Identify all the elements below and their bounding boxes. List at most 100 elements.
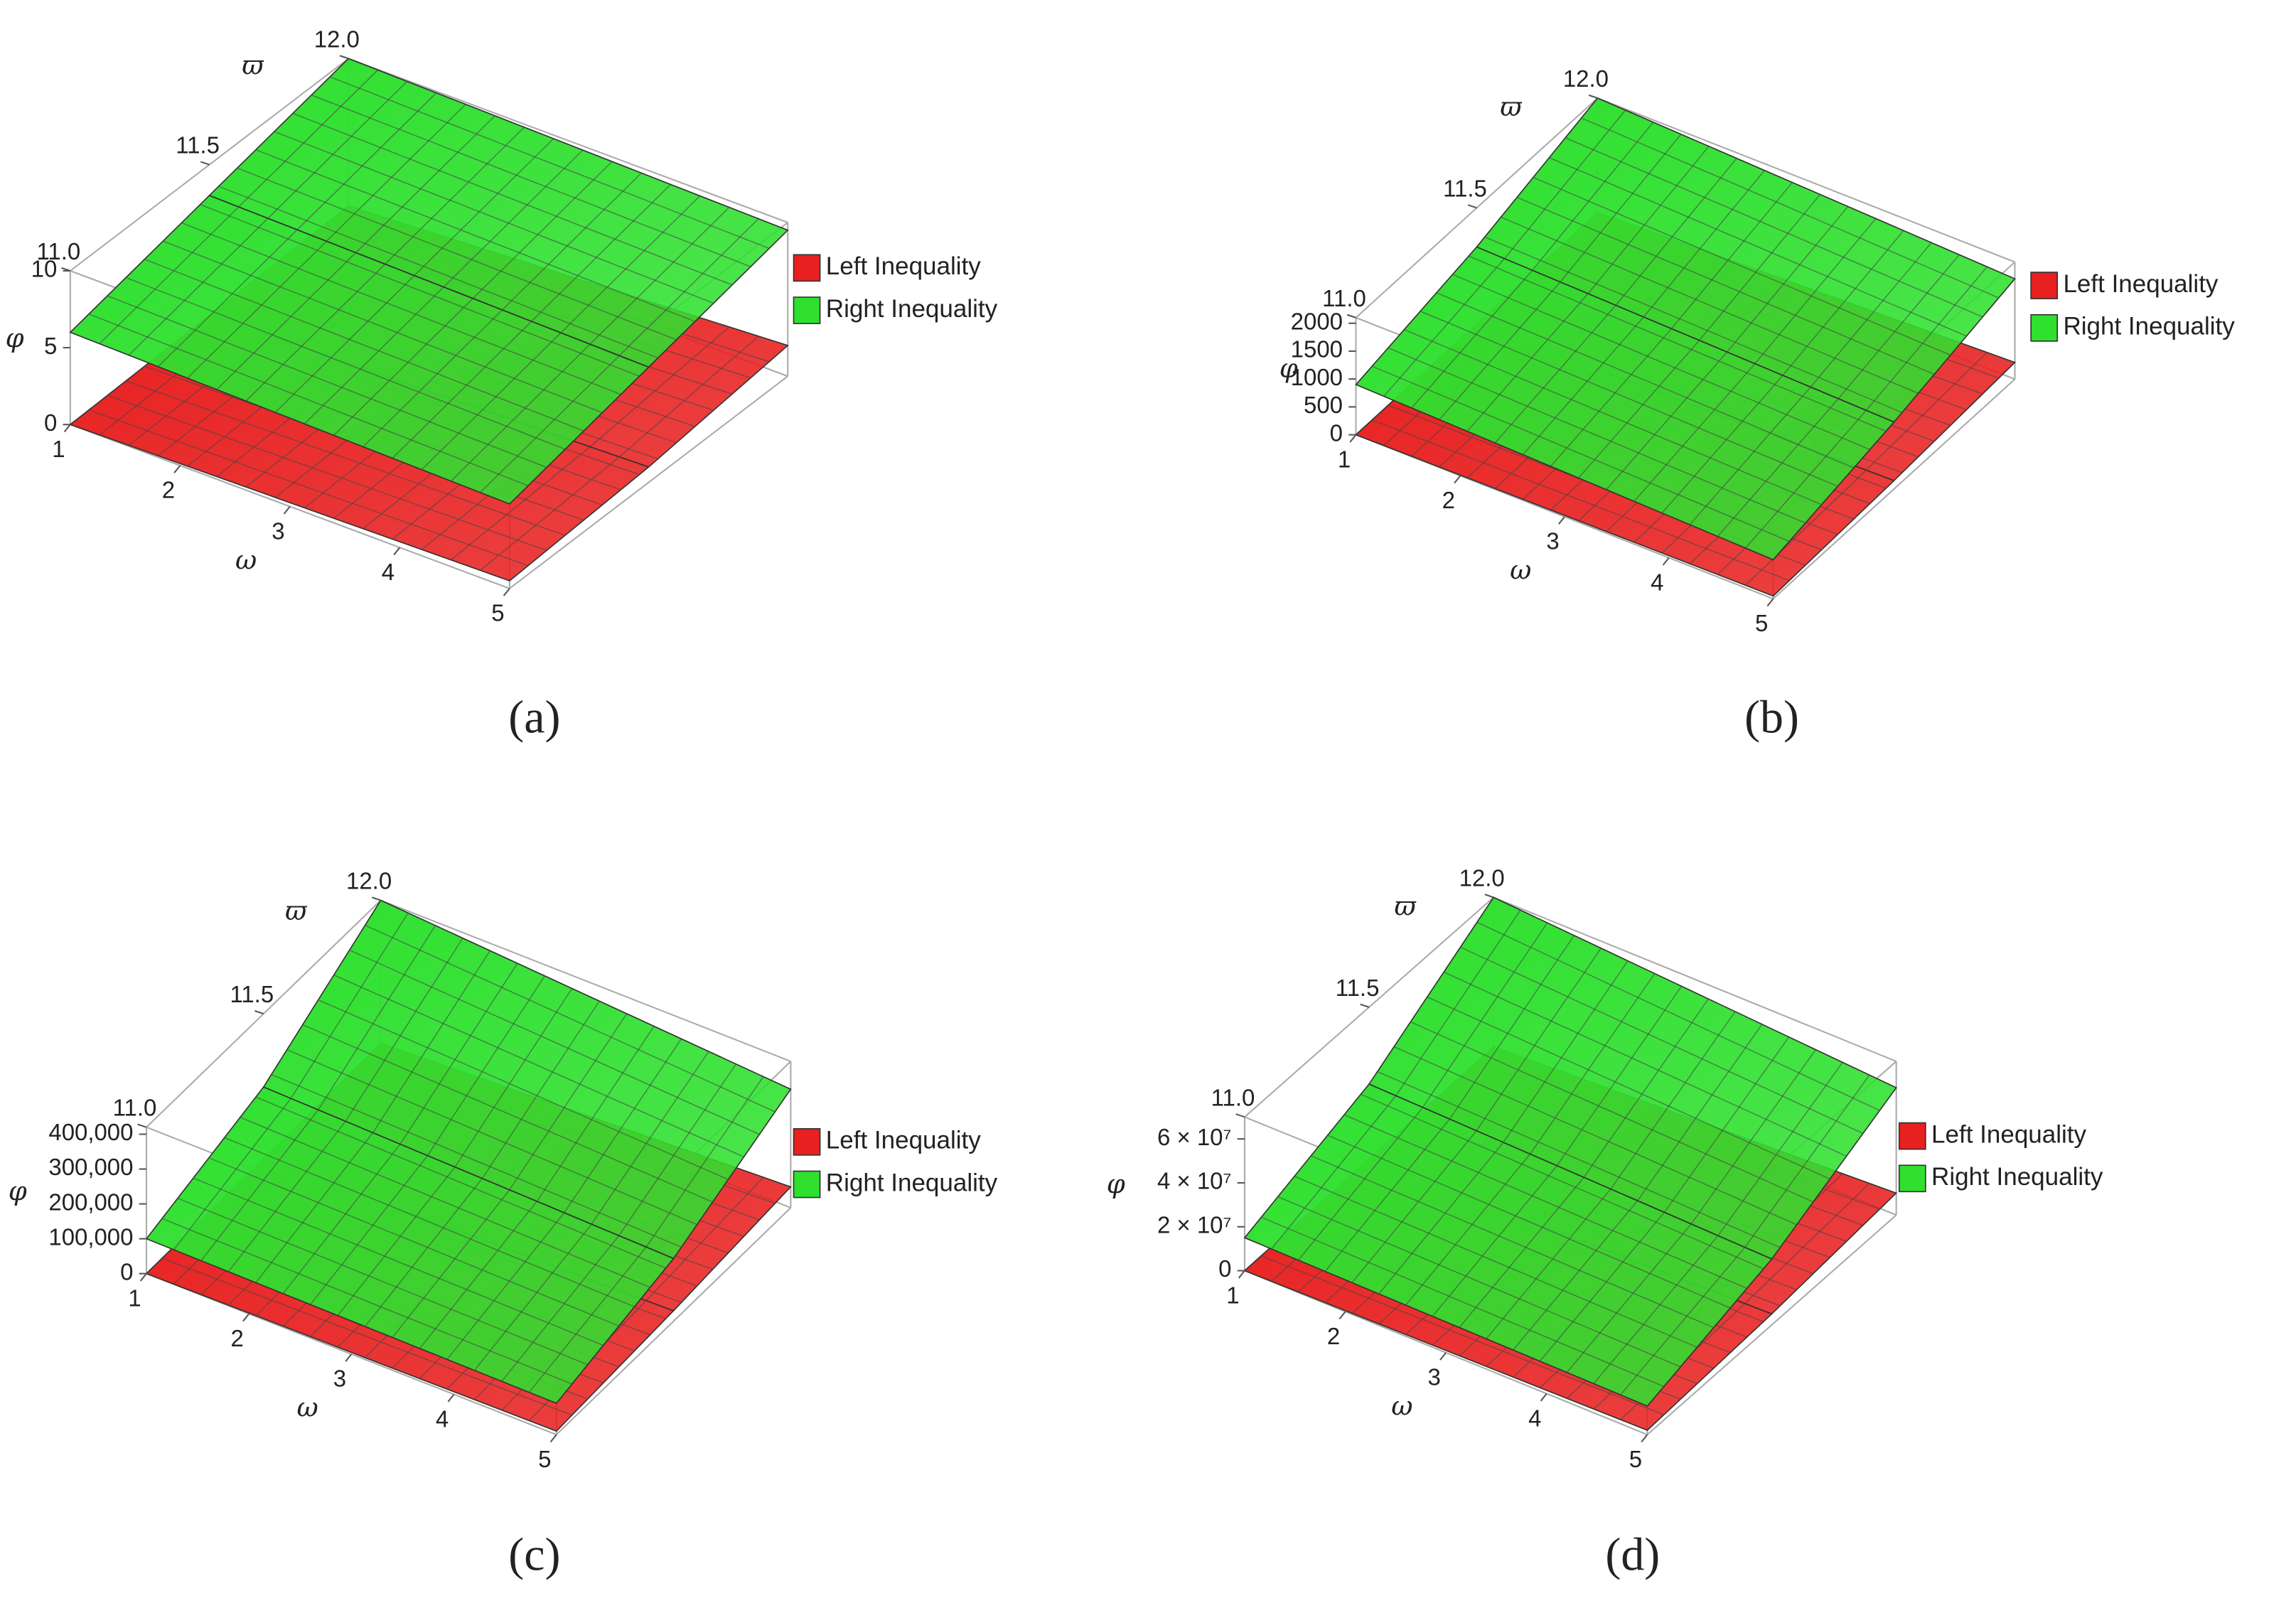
x-tick	[1439, 1352, 1447, 1361]
z-tick-label: 0	[44, 409, 57, 436]
mesh-line	[1533, 176, 1951, 356]
x-tick-label: 2	[231, 1325, 244, 1351]
y-tick-label: 11.0	[1322, 285, 1366, 311]
mesh-line	[349, 949, 760, 1135]
mesh-line	[240, 1117, 650, 1288]
mesh-line	[446, 1038, 682, 1360]
mesh-line	[1371, 365, 1790, 542]
mesh-line	[1512, 1024, 1763, 1351]
mesh-line	[1411, 122, 1654, 409]
mesh-line	[501, 1063, 737, 1382]
z-tick-label: 1000	[1291, 364, 1343, 390]
mesh-line	[245, 127, 525, 402]
mesh-line	[392, 1013, 628, 1338]
mesh-line	[1432, 985, 1683, 1317]
legend-label: Right Inequality	[1931, 1163, 2103, 1191]
mesh-line	[125, 277, 566, 450]
mesh-line	[255, 149, 696, 322]
legend-label: Left Inequality	[1931, 1120, 2086, 1148]
mesh-line	[1661, 230, 1904, 514]
z-tick-label: 0	[1330, 419, 1343, 446]
box-edge	[556, 1207, 792, 1435]
panel-label: (a)	[508, 691, 560, 743]
legend-swatch	[793, 254, 821, 282]
mesh-line	[107, 395, 547, 551]
mesh-line	[255, 1096, 666, 1269]
mesh-line	[200, 204, 640, 377]
box-edge	[509, 375, 788, 589]
y-tick	[339, 55, 349, 60]
y-tick	[1235, 1113, 1245, 1118]
x-tick	[1339, 1311, 1346, 1320]
legend-swatch	[793, 296, 821, 324]
mesh-line	[88, 313, 529, 486]
mesh-line	[1744, 352, 1987, 586]
mesh-line	[1566, 1049, 1816, 1373]
mesh-line	[1744, 266, 1987, 549]
legend-swatch	[1898, 1164, 1926, 1193]
mesh-line	[1324, 935, 1575, 1272]
z-axis-label: φ	[1107, 1169, 1125, 1199]
mesh-line	[292, 112, 733, 286]
mesh-line	[528, 1076, 764, 1393]
x-tick-label: 1	[1338, 446, 1351, 472]
y-tick	[137, 1123, 147, 1128]
mesh-line	[1351, 948, 1602, 1283]
y-tick-label: 12.0	[346, 868, 392, 894]
y-tick	[1484, 894, 1494, 899]
x-axis-label: ω	[1391, 1391, 1412, 1422]
box-edge	[1646, 1214, 1897, 1435]
y-axis-label: ϖ	[1394, 891, 1417, 921]
mesh-line	[107, 295, 547, 468]
mesh-line	[1565, 137, 1983, 318]
z-tick-label: 4 × 10⁷	[1157, 1168, 1231, 1194]
x-tick	[242, 1313, 250, 1322]
mesh-line	[310, 975, 545, 1305]
mesh-line	[1439, 134, 1682, 420]
mesh-line	[286, 1049, 697, 1226]
mesh-line	[1593, 1062, 1843, 1384]
mesh-line	[1260, 1255, 1664, 1415]
x-tick	[503, 588, 510, 596]
z-tick-label: 0	[1218, 1255, 1231, 1282]
mesh-line	[125, 380, 566, 536]
mesh-line	[364, 1000, 600, 1327]
mesh-line	[274, 131, 714, 304]
x-tick-label: 2	[1327, 1323, 1340, 1349]
mesh-line	[450, 207, 730, 482]
x-tick-label: 3	[333, 1366, 346, 1392]
legend-swatch	[2030, 272, 2059, 299]
y-tick	[254, 1010, 264, 1015]
legend-swatch	[2030, 313, 2059, 342]
x-tick	[283, 505, 291, 515]
mesh-line	[337, 988, 573, 1316]
y-tick	[200, 161, 210, 166]
z-tick-label: 200,000	[48, 1189, 133, 1215]
mesh-line	[255, 950, 491, 1283]
x-tick-label: 2	[1442, 487, 1455, 513]
panel: 1 2 3 4 5 11.0 11.5 12.0 0 2 × 10⁷ 4 × 10⁷ 6 × 10⁷ ω…	[1107, 864, 2103, 1580]
mesh-line	[1420, 311, 1838, 487]
z-tick-label: 0	[120, 1258, 133, 1285]
x-axis-label: ω	[296, 1393, 318, 1423]
x-axis-label: ω	[1510, 555, 1531, 586]
z-tick-label: 5	[44, 333, 57, 359]
mesh-line	[1689, 242, 1932, 525]
mesh-line	[1620, 1074, 1870, 1395]
mesh-line	[1271, 909, 1521, 1250]
x-tick-label: 5	[491, 600, 504, 626]
panel-label: (d)	[1605, 1528, 1660, 1580]
x-tick-label: 1	[52, 436, 65, 462]
panel: 1 2 3 4 5 11.0 11.5 12.0 0 5 10 ω ϖ φ Left Inequality R…	[6, 26, 998, 743]
mesh-line	[333, 161, 613, 436]
mesh-line	[1343, 1114, 1747, 1290]
y-tick-label: 11.5	[230, 981, 274, 1007]
mesh-line	[193, 1177, 603, 1346]
mesh-line	[329, 76, 770, 250]
mesh-line	[1581, 117, 2000, 299]
mesh-line	[1388, 347, 1806, 524]
mesh-line	[1516, 196, 1935, 375]
mesh-line	[1539, 1036, 1790, 1362]
y-tick	[1360, 1003, 1370, 1008]
